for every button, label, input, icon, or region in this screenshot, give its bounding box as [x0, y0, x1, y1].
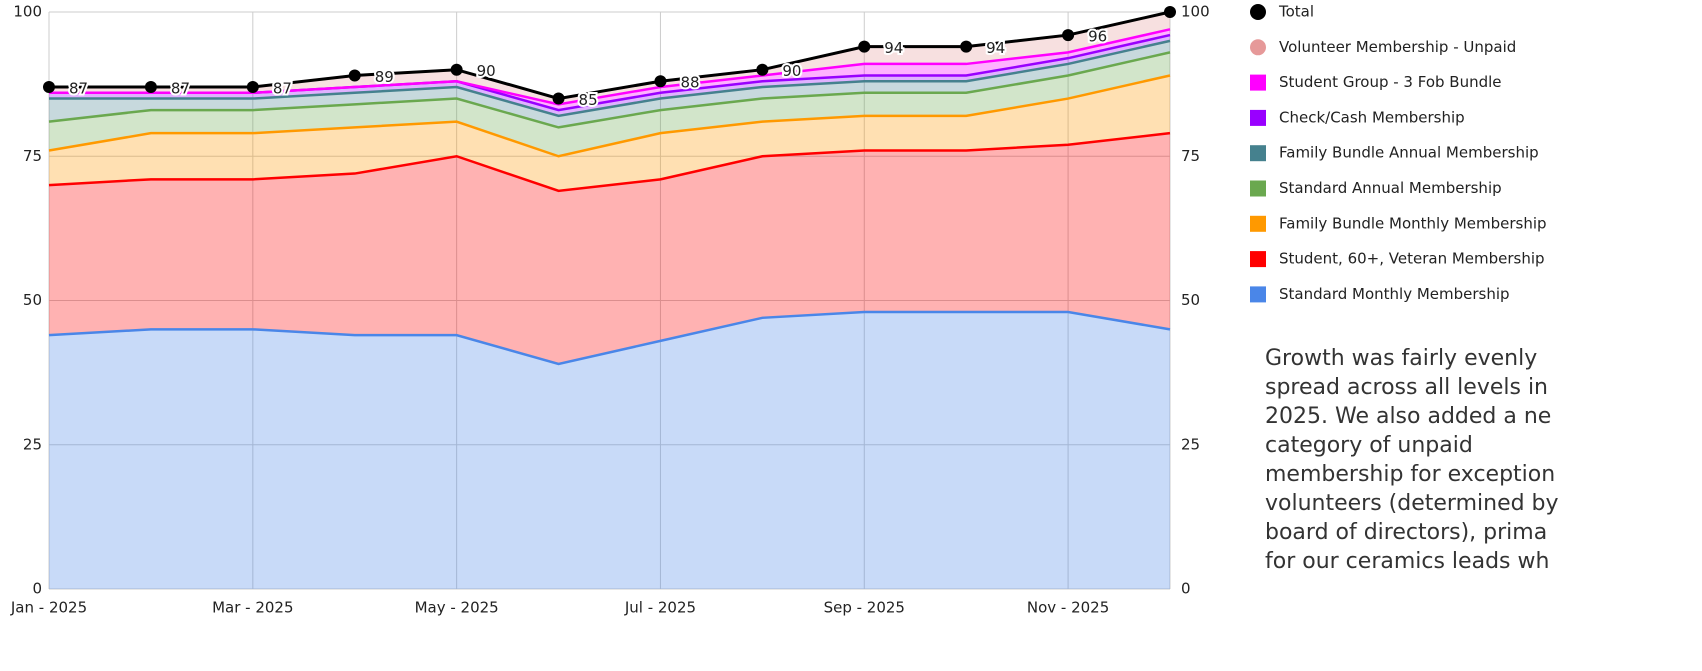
total-point [654, 75, 667, 88]
note: Growth was fairly evenly spread across al… [1265, 344, 1702, 576]
legend-label: Standard Annual Membership [1279, 179, 1502, 197]
total-label: 90 [782, 62, 801, 80]
legend-swatch [1250, 74, 1266, 91]
area-fill [49, 52, 1170, 157]
y-tick-label: 100 [13, 3, 42, 21]
area-fill [49, 75, 1170, 191]
note-line: for our ceramics leads wh [1265, 549, 1550, 574]
total-line [49, 10, 1171, 101]
y-tick-label: 50 [23, 291, 42, 309]
x-tick-label: Mar - 2025 [212, 599, 293, 617]
y2-tick-label: 100 [1181, 3, 1210, 21]
y2-tick-label: 25 [1181, 435, 1200, 453]
area-line [48, 51, 1171, 129]
legend-label: Student Group - 3 Fob Bundle [1279, 73, 1502, 91]
total-point [858, 40, 871, 53]
area-fill [49, 133, 1170, 364]
area-fill [49, 312, 1170, 589]
legend-swatch [1250, 109, 1266, 126]
area-line [49, 28, 1171, 106]
total-label: 94 [884, 39, 903, 57]
x-tick-label: May - 2025 [415, 599, 499, 617]
legend-swatch [1250, 215, 1266, 232]
note-line: volunteers (determined by [1265, 491, 1559, 516]
total-label: 90 [477, 62, 496, 80]
note-line: category of unpaid [1265, 433, 1473, 458]
total-label: 87 [69, 80, 88, 98]
total-point [1164, 6, 1176, 18]
legend-label: Total [1278, 3, 1314, 21]
y-tick-label: 75 [23, 147, 42, 165]
legend-swatch [1250, 145, 1266, 162]
note-line: board of directors), prima [1265, 520, 1548, 545]
legend-label: Check/Cash Membership [1279, 108, 1465, 126]
legend-swatch [1250, 251, 1266, 268]
legend-label: Volunteer Membership - Unpaid [1279, 38, 1516, 56]
legend-swatch [1250, 180, 1266, 197]
total-label: 85 [579, 91, 598, 109]
total-label: 87 [171, 80, 190, 98]
total-label: 88 [680, 74, 699, 92]
area-fill [49, 29, 1170, 111]
total-point [552, 92, 565, 105]
total-label: 87 [273, 80, 292, 98]
y2-tick-label: 75 [1181, 147, 1200, 165]
note-line: Growth was fairly evenly [1265, 346, 1538, 371]
area-line [49, 39, 1171, 118]
x-tick-label: Nov - 2025 [1027, 599, 1109, 617]
note-line: 2025. We also added a ne [1265, 404, 1552, 429]
area-fill [49, 12, 1170, 105]
area-line [48, 74, 1171, 158]
total-point [348, 69, 361, 82]
total-label: 96 [1088, 28, 1107, 46]
x-tick-label: Jul - 2025 [624, 599, 696, 617]
legend-label: Student, 60+, Veteran Membership [1279, 250, 1545, 268]
total-point [1062, 29, 1075, 42]
legend-swatch [1250, 4, 1266, 20]
total-label: 94 [986, 39, 1005, 57]
x-tick-label: Jan - 2025 [10, 599, 87, 617]
total-label: 89 [375, 68, 394, 86]
area-line [48, 131, 1171, 193]
legend-label: Standard Monthly Membership [1279, 285, 1510, 303]
area-line [48, 310, 1171, 366]
legend-label: Family Bundle Annual Membership [1279, 144, 1539, 162]
total-point [756, 63, 769, 76]
total-point [43, 81, 55, 94]
note-line: spread across all levels in [1265, 375, 1549, 400]
total-point [246, 81, 259, 94]
legend-label: Family Bundle Monthly Membership [1279, 214, 1547, 232]
y2-tick-label: 50 [1181, 291, 1200, 309]
total-point [144, 81, 157, 94]
x-tick-label: Sep - 2025 [824, 599, 905, 617]
legend-swatch [1250, 286, 1266, 303]
y-tick-label: 25 [23, 435, 42, 453]
legend-swatch [1250, 39, 1266, 56]
total-point [450, 63, 463, 76]
total-point [960, 40, 973, 53]
note-line: membership for exception [1265, 462, 1556, 487]
y2-tick-label: 0 [1181, 580, 1191, 598]
y-tick-label: 0 [32, 580, 42, 598]
